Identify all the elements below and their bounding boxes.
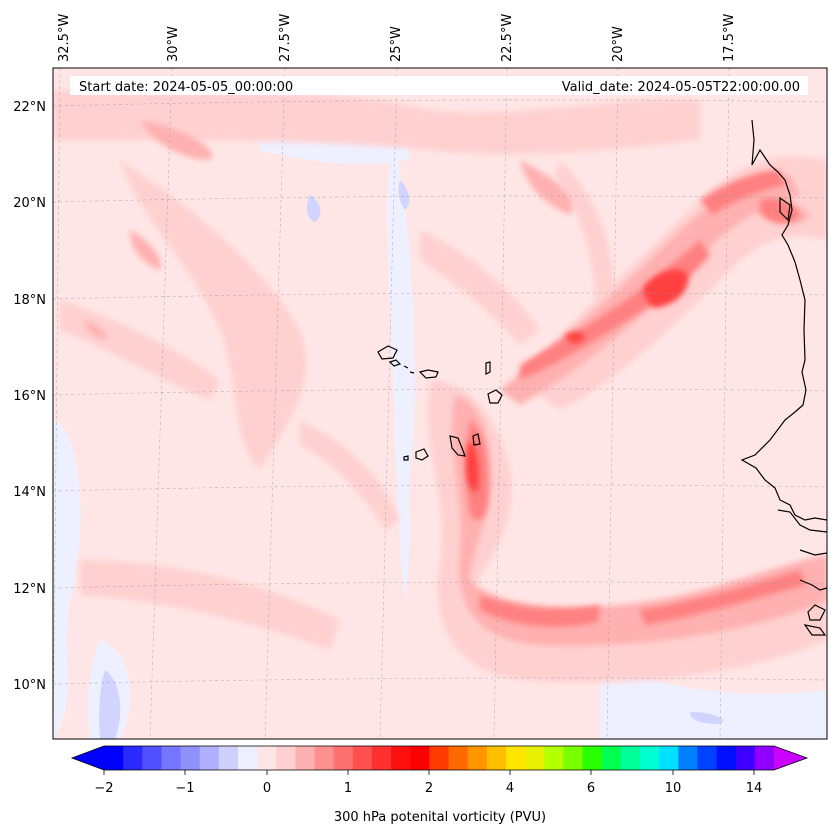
lat-label: 10°N — [13, 678, 46, 693]
colorbar-cell — [123, 746, 143, 770]
colorbar-cell — [678, 746, 699, 770]
colorbar-tick-label: 6 — [587, 781, 595, 796]
lon-label: 32.5°W — [57, 14, 72, 62]
colorbar-high-extend — [774, 746, 807, 770]
colorbar-cell — [716, 746, 737, 770]
colorbar-tick-label: −1 — [175, 781, 194, 796]
cape-verde-maio — [472, 433, 481, 446]
start-date-label: Start date: 2024-05-05_00:00:00 — [79, 80, 293, 95]
colorbar-cell — [544, 746, 565, 770]
colorbar-cell — [486, 746, 507, 770]
lon-label: 17.5°W — [722, 14, 737, 62]
colorbar-title: 300 hPa potenital vorticity (PVU) — [334, 810, 546, 825]
colorbar: −2 −1 0 1 2 4 6 10 14 300 hPa potenital … — [70, 745, 809, 825]
longitude-labels: 32.5°W 30°W 27.5°W 25°W 22.5°W 20°W 17.5… — [57, 14, 737, 62]
cape-verde-sao-nicolau — [418, 369, 439, 379]
colorbar-tick-label: 1 — [344, 781, 352, 796]
colorbar-tick-label: 0 — [263, 781, 271, 796]
cape-verde-brava — [403, 455, 409, 461]
colorbar-cell — [142, 746, 163, 770]
lon-label: 22.5°W — [500, 14, 515, 62]
colorbar-cell — [620, 746, 641, 770]
lat-label: 12°N — [13, 582, 46, 597]
pv-core-max — [466, 269, 689, 492]
colorbar-cell — [372, 746, 392, 770]
cape-verde-santiago — [449, 435, 466, 457]
colorbar-cell — [180, 746, 201, 770]
colorbar-cell — [697, 746, 718, 770]
lat-label: 22°N — [13, 100, 46, 115]
cape-verde-fogo — [415, 448, 429, 461]
colorbar-cells — [104, 746, 775, 770]
pv-negative-strong-regions — [99, 180, 723, 739]
colorbar-cell — [295, 746, 316, 770]
colorbar-low-extend — [72, 746, 104, 770]
colorbar-cell — [410, 746, 431, 770]
colorbar-tick-label: 2 — [425, 781, 433, 796]
coastlines — [377, 119, 827, 636]
colorbar-cell — [257, 746, 277, 770]
colorbar-cell — [352, 746, 373, 770]
colorbar-cell — [467, 746, 488, 770]
colorbar-cell — [314, 746, 335, 770]
cape-verde-sal — [485, 361, 491, 375]
map-frame — [52, 67, 828, 740]
colorbar-cell — [276, 746, 297, 770]
colorbar-cell — [448, 746, 469, 770]
colorbar-cell — [754, 746, 775, 770]
latitude-labels: 22°N 20°N 18°N 16°N 14°N 12°N 10°N — [13, 100, 46, 693]
lon-label: 20°W — [611, 26, 626, 62]
colorbar-cell — [582, 746, 603, 770]
cape-verde-santo-antao — [377, 345, 398, 360]
lon-label: 30°W — [166, 26, 181, 62]
colorbar-cell — [218, 746, 239, 770]
colorbar-tick-label: 10 — [665, 781, 682, 796]
lat-label: 20°N — [13, 196, 46, 211]
colorbar-cell — [391, 746, 411, 770]
lon-label: 25°W — [389, 26, 404, 62]
colorbar-cell — [199, 746, 220, 770]
west-africa-coastline — [740, 119, 827, 521]
lat-label: 18°N — [13, 293, 46, 308]
colorbar-cell — [506, 746, 526, 770]
lat-label: 16°N — [13, 389, 46, 404]
colorbar-tick-label: −2 — [94, 781, 113, 796]
colorbar-cell — [161, 746, 182, 770]
date-box: Start date: 2024-05-05_00:00:00 Valid_da… — [70, 76, 808, 95]
map-panel: Start date: 2024-05-05_00:00:00 Valid_da… — [53, 68, 827, 739]
colorbar-cell — [601, 746, 622, 770]
colorbar-cell — [429, 746, 450, 770]
valid-date-label: Valid_date: 2024-05-05T22:00:00.00 — [562, 80, 800, 95]
colorbar-cell — [238, 746, 258, 770]
colorbar-cell — [104, 746, 124, 770]
colorbar-tick-label: 4 — [506, 781, 514, 796]
colorbar-cell — [735, 746, 756, 770]
colorbar-tick-label: 14 — [746, 781, 763, 796]
colorbar-ticks — [103, 770, 755, 775]
gridlines — [53, 68, 827, 739]
cape-verde-sao-vicente — [388, 359, 402, 367]
colorbar-cell — [563, 746, 584, 770]
colorbar-cell — [333, 746, 354, 770]
colorbar-cell — [525, 746, 545, 770]
lon-label: 27.5°W — [278, 14, 293, 62]
cape-verde-boa-vista — [487, 389, 503, 404]
lat-label: 14°N — [13, 485, 46, 500]
colorbar-cell — [659, 746, 679, 770]
colorbar-tick-labels: −2 −1 0 1 2 4 6 10 14 — [94, 781, 762, 796]
colorbar-cell — [640, 746, 660, 770]
